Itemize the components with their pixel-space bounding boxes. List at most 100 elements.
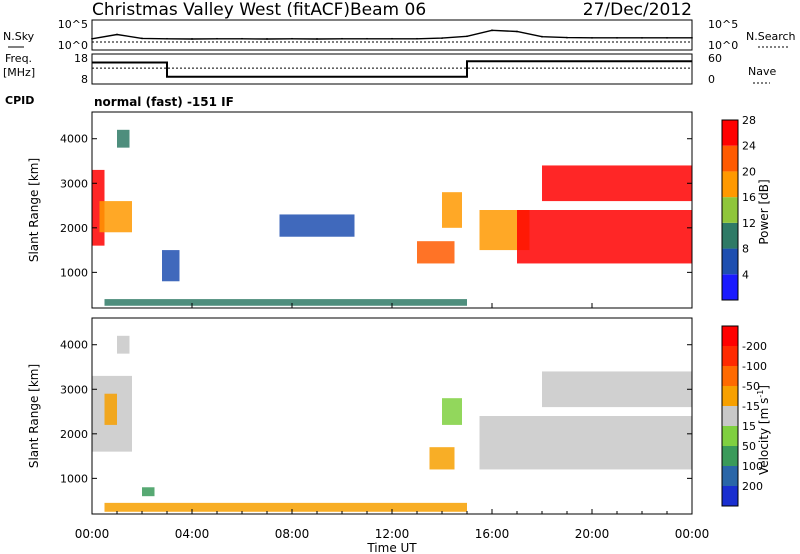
nsky-point (616, 36, 618, 39)
freq-series-line (92, 60, 692, 78)
colorbar-tick-label: -200 (742, 340, 767, 353)
colorbar-swatch (722, 346, 738, 366)
nsky-point (441, 37, 443, 40)
nsky-point (641, 36, 643, 39)
nsky-point (391, 37, 393, 40)
heatmap-region (442, 192, 462, 228)
freq-panel-frame (91, 53, 693, 85)
heatmap-region (162, 250, 180, 282)
colorbar-swatch (722, 406, 738, 426)
colorbar-swatch (722, 171, 738, 198)
nsky-panel-frame (91, 19, 693, 51)
ytick-label: 1000 (60, 266, 88, 279)
xtick-label: 04:00 (175, 527, 210, 541)
freq-tick-top: 18 (74, 52, 88, 65)
velocity-yticks: 1000 2000 3000 4000 (60, 339, 692, 485)
ytick-label: 1000 (60, 472, 88, 485)
colorbar-swatch (722, 222, 738, 249)
nsky-point (216, 37, 218, 40)
freq-tick-bottom: 8 (81, 73, 88, 86)
velocity-colorbar-label-group: Velocity [m s-1] (756, 385, 771, 475)
colorbar-tick-label: 20 (742, 165, 756, 178)
xtick-label: 00:00 (75, 527, 110, 541)
colorbar-tick-label: -100 (742, 360, 767, 373)
nsky-point (166, 37, 168, 40)
colorbar-tick-label: 15 (742, 420, 756, 433)
time-axis-label: Time UT (366, 541, 417, 554)
heatmap-region (104, 502, 467, 512)
nave-tick-top: 60 (708, 52, 722, 65)
heatmap-region (99, 201, 132, 233)
nsky-series-line (91, 29, 692, 40)
nsearch-label: N.Search (746, 30, 796, 43)
beam-label: Beam 06 (350, 0, 426, 20)
colorbar-swatch (722, 274, 738, 300)
heatmap-region (542, 165, 692, 202)
heatmap-region (104, 393, 117, 425)
colorbar-tick-label: 50 (742, 440, 756, 453)
velocity-label-close: ] (757, 385, 771, 390)
heatmap-region (442, 398, 462, 425)
velocity-ylabel: Slant Range [km] (27, 364, 41, 468)
colorbar-tick-label: 8 (742, 243, 749, 256)
nsky-label: N.Sky (3, 30, 35, 43)
colorbar-swatch (722, 366, 738, 386)
velocity-label-exp: -1 (756, 390, 765, 398)
nsky-point (591, 36, 593, 39)
colorbar-swatch (722, 197, 738, 223)
colorbar-tick-label: 24 (742, 140, 756, 153)
power-colorbar-label: Power [dB] (757, 179, 771, 244)
freq-line-group (92, 60, 692, 78)
ytick-label: 4000 (60, 133, 88, 146)
xtick-label: 08:00 (275, 527, 310, 541)
colorbar-tick-label: 12 (742, 217, 756, 230)
colorbar-tick-label: 4 (742, 268, 749, 281)
nsky-point (491, 29, 493, 32)
colorbar-tick-label: -50 (742, 380, 760, 393)
nsearch-tick-top: 10^5 (708, 18, 738, 31)
colorbar-tick-label: -15 (742, 400, 760, 413)
nsky-point (241, 37, 243, 40)
xtick-label: 12:00 (375, 527, 410, 541)
xtick-label: 16:00 (475, 527, 510, 541)
nave-label: Nave (748, 65, 776, 78)
nsearch-tick-bottom: 10^0 (708, 39, 738, 52)
heatmap-region (479, 416, 692, 470)
ytick-label: 3000 (60, 383, 88, 396)
time-axis-ticks: 00:00 04:00 08:00 12:00 16:00 20:00 00:00 (75, 303, 709, 541)
nsky-point (341, 37, 343, 40)
ytick-label: 3000 (60, 177, 88, 190)
heatmap-region (279, 214, 355, 237)
nsky-point (516, 30, 518, 33)
colorbar-tick-label: 100 (742, 460, 763, 473)
heatmap-region (517, 210, 692, 264)
nsky-point (666, 36, 668, 39)
cpid-value: normal (fast) -151 IF (94, 95, 234, 109)
colorbar-tick-label: 28 (742, 114, 756, 127)
nsky-point (691, 36, 693, 39)
power-yticks: 1000 2000 3000 4000 (60, 133, 692, 279)
heatmap-region (142, 487, 155, 497)
colorbar-swatch (722, 486, 738, 506)
nsky-point (416, 37, 418, 40)
date-label: 27/Dec/2012 (583, 0, 692, 20)
colorbar-swatch (722, 248, 738, 275)
colorbar-frame (721, 325, 739, 507)
heatmap-region (429, 447, 455, 470)
ytick-label: 4000 (60, 339, 88, 352)
heatmap-region (117, 129, 130, 148)
colorbar-swatch (722, 426, 738, 446)
velocity-colorbar: 200 100 50 15 -15 -50 -100 -200 (721, 325, 767, 507)
colorbar-tick-label: 16 (742, 191, 756, 204)
colorbar-swatch (722, 326, 738, 346)
heatmap-region (542, 371, 692, 408)
nsky-point (291, 37, 293, 40)
colorbar-frame (721, 119, 739, 301)
heatmap-region (417, 241, 455, 264)
colorbar-swatch (722, 386, 738, 406)
heatmap-region (104, 299, 467, 306)
power-ylabel: Slant Range [km] (27, 158, 41, 262)
nave-tick-bottom: 0 (708, 73, 715, 86)
ytick-label: 2000 (60, 222, 88, 235)
nsky-point (566, 36, 568, 39)
